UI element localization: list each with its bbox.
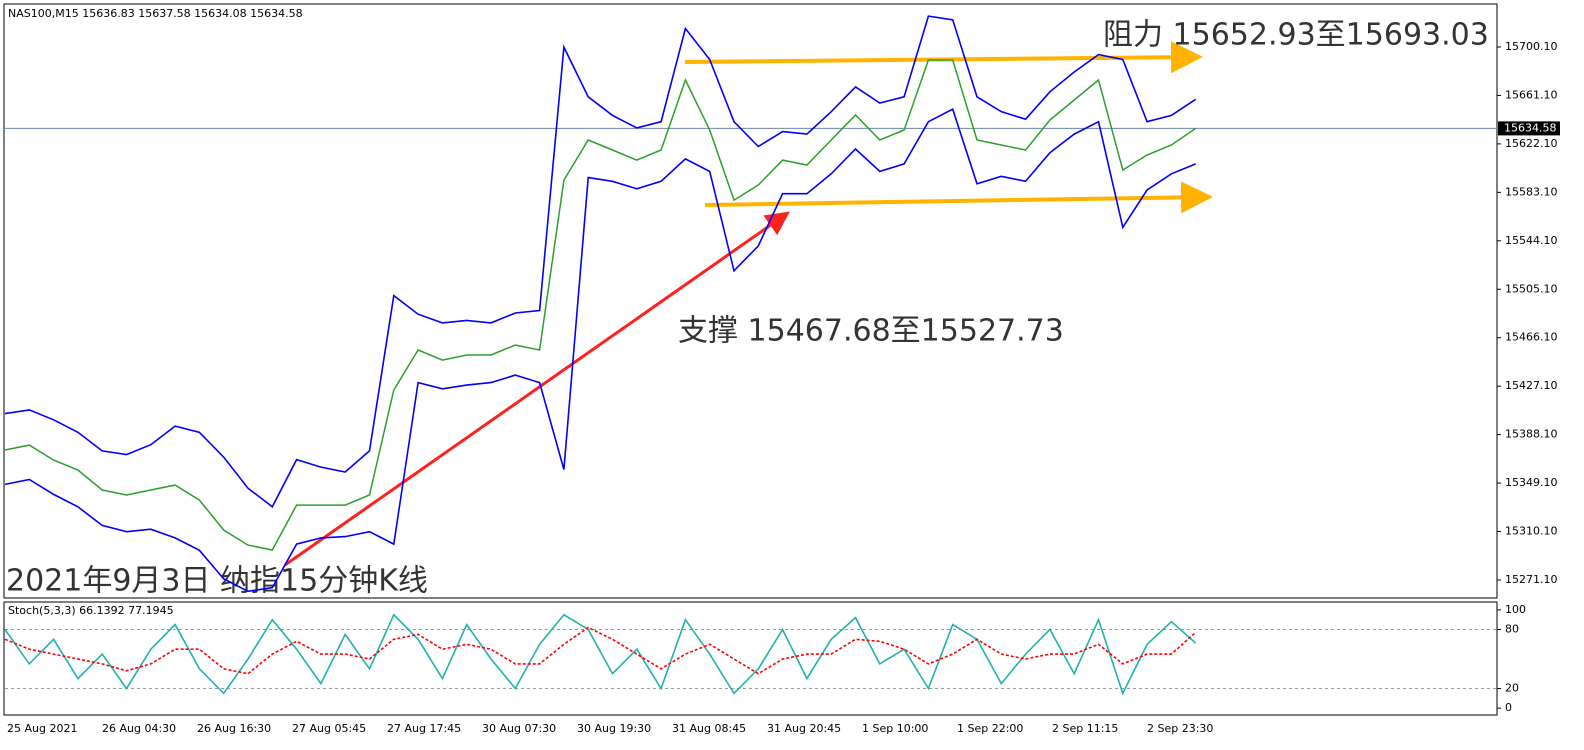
current-price-label: 15634.58	[1504, 121, 1557, 134]
y-tick-label: 15700.10	[1505, 40, 1558, 53]
series-line	[4, 108, 1197, 593]
current-price-box	[1498, 121, 1560, 136]
series-line	[4, 15, 1197, 509]
y-tick-label: 15427.10	[1505, 379, 1558, 392]
x-tick-label: 27 Aug 17:45	[387, 722, 461, 735]
y-tick-label: 15466.10	[1505, 331, 1558, 344]
x-tick-label: 1 Sep 22:00	[957, 722, 1023, 735]
chart-title: NAS100,M15 15636.83 15637.58 15634.08 15…	[8, 7, 303, 20]
x-tick-label: 26 Aug 16:30	[197, 722, 271, 735]
x-tick-label: 30 Aug 19:30	[577, 722, 651, 735]
trend-arrow	[284, 211, 790, 567]
y-tick-label: 15544.10	[1505, 234, 1558, 247]
main-pane	[3, 3, 1498, 599]
x-tick-label: 1 Sep 10:00	[862, 722, 928, 735]
annotation: 阻力 15652.93至15693.03	[1103, 18, 1489, 53]
y-tick-label: 15349.10	[1505, 476, 1558, 489]
x-tick-label: 26 Aug 04:30	[102, 722, 176, 735]
x-tick-label: 30 Aug 07:30	[482, 722, 556, 735]
support-line	[704, 181, 1213, 214]
indicator-title: Stoch(5,3,3) 66.1392 77.1945	[8, 604, 174, 617]
y-tick-label: 15310.10	[1505, 525, 1558, 538]
series-line	[4, 59, 1197, 551]
y-tick-label: 15622.10	[1505, 137, 1558, 150]
y-tick-label: 15505.10	[1505, 282, 1558, 295]
y-tick-label: 20	[1505, 681, 1519, 694]
stoch-pane	[3, 601, 1498, 716]
y-tick-label: 15583.10	[1505, 185, 1558, 198]
y-tick-label: 15661.10	[1505, 88, 1558, 101]
y-tick-label: 100	[1505, 603, 1526, 616]
x-tick-label: 27 Aug 05:45	[292, 722, 366, 735]
y-tick-label: 0	[1505, 701, 1512, 714]
x-tick-label: 2 Sep 11:15	[1052, 722, 1118, 735]
series-line	[4, 613, 1197, 696]
series-line	[4, 626, 1197, 675]
annotation: 支撑 15467.68至15527.73	[678, 314, 1064, 349]
y-tick-label: 80	[1505, 623, 1519, 636]
x-tick-label: 25 Aug 2021	[7, 722, 77, 735]
x-tick-label: 31 Aug 08:45	[672, 722, 746, 735]
x-tick-label: 31 Aug 20:45	[767, 722, 841, 735]
annotation: 2021年9月3日 纳指15分钟K线	[6, 564, 428, 599]
x-tick-label: 2 Sep 23:30	[1147, 722, 1213, 735]
y-tick-label: 15271.10	[1505, 573, 1558, 586]
y-tick-label: 15388.10	[1505, 428, 1558, 441]
